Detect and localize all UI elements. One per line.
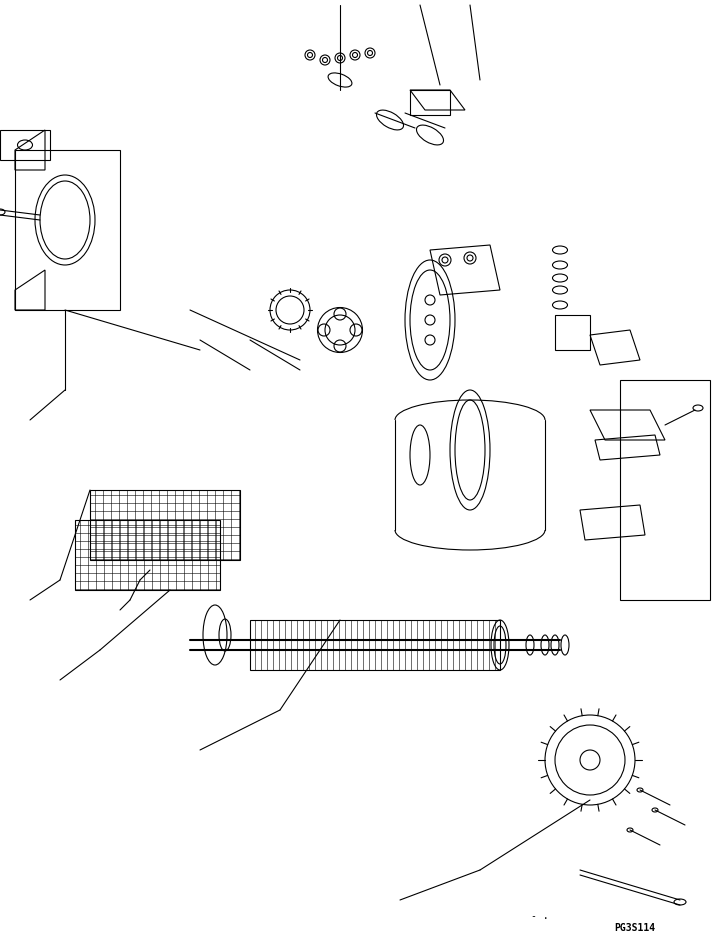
Text: PG3S114: PG3S114 [614, 923, 656, 933]
Text: - .: - . [531, 911, 548, 921]
